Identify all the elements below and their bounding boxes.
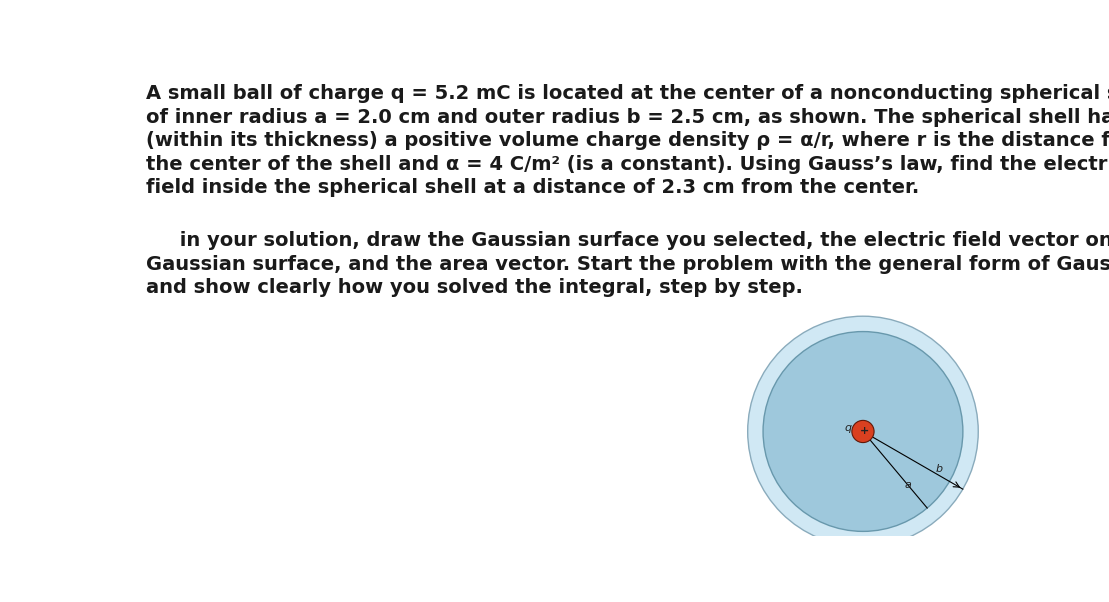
Text: in your solution, draw the Gaussian surface you selected, the electric field vec: in your solution, draw the Gaussian surf…	[146, 231, 1109, 250]
Text: b: b	[936, 464, 943, 474]
Circle shape	[763, 332, 963, 532]
Text: field inside the spherical shell at a distance of 2.3 cm from the center.: field inside the spherical shell at a di…	[146, 178, 919, 197]
Text: Gaussian surface, and the area vector. Start the problem with the general form o: Gaussian surface, and the area vector. S…	[146, 255, 1109, 274]
Text: A small ball of charge q = 5.2 mC is located at the center of a nonconducting sp: A small ball of charge q = 5.2 mC is loc…	[146, 84, 1109, 103]
Text: (within its thickness) a positive volume charge density ρ = α/r, where r is the : (within its thickness) a positive volume…	[146, 131, 1109, 150]
Text: a: a	[904, 480, 912, 490]
Text: the center of the shell and α = 4 C/m² (is a constant). Using Gauss’s law, find : the center of the shell and α = 4 C/m² (…	[146, 155, 1109, 174]
Text: and show clearly how you solved the integral, step by step.: and show clearly how you solved the inte…	[146, 278, 803, 297]
Text: +: +	[859, 426, 869, 436]
Text: q: q	[845, 423, 852, 433]
Circle shape	[852, 420, 874, 442]
Text: of inner radius a = 2.0 cm and outer radius b = 2.5 cm, as shown. The spherical : of inner radius a = 2.0 cm and outer rad…	[146, 108, 1109, 126]
Circle shape	[747, 316, 978, 547]
